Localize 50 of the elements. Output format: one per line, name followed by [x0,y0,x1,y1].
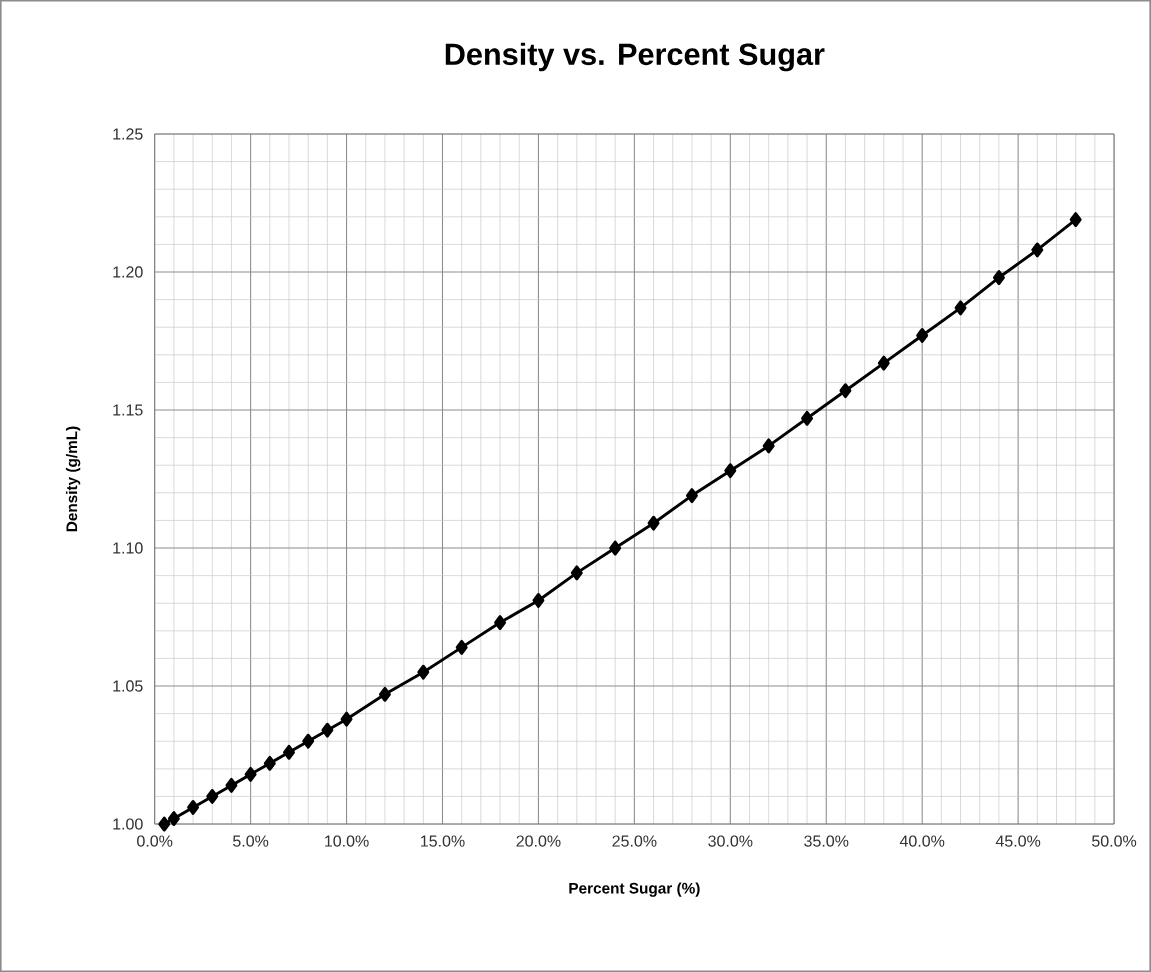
y-tick-label: 1.00 [113,818,143,830]
point [916,328,929,343]
point [187,800,200,815]
point [877,355,890,371]
chart-title: Density vs. Percent Sugar [445,42,825,72]
point [417,664,430,680]
point [724,463,737,479]
y-tick-label: 1.05 [113,680,143,692]
point [494,615,507,631]
point [378,686,391,702]
point [762,438,775,454]
point [206,788,219,804]
point [647,515,660,531]
point [954,300,967,316]
point [263,755,276,771]
x-tick-label: 30.0% [708,835,753,847]
x-tick-label: 45.0% [995,835,1041,847]
point [532,592,545,608]
x-tick-label: 5.0% [233,835,269,847]
point [244,766,257,782]
point [158,816,171,832]
y-axis-title: Density (g/mL) [65,426,81,532]
point [1069,212,1082,228]
point [570,565,583,581]
point [283,744,295,760]
point [225,777,238,793]
point [609,540,622,556]
point [801,410,814,426]
y-tick-label: 1.10 [113,542,143,554]
point [455,639,468,655]
point [167,811,180,826]
x-tick-label: 40.0% [899,835,945,847]
x-axis-title: Percent Sugar (%) [569,882,700,897]
x-tick-label: 25.0% [612,835,657,847]
x-tick-label: 35.0% [804,835,849,847]
x-tick-label: 15.0% [421,835,465,847]
point [340,711,353,727]
y-tick-label: 1.20 [113,266,143,278]
point [992,270,1005,285]
y-tick-label: 1.25 [113,128,143,140]
x-tick-label: 0.0% [137,835,173,847]
x-tick-label: 50.0% [1092,835,1137,847]
point [839,383,852,399]
point [1031,242,1044,258]
y-tick-label: 1.15 [113,404,143,416]
point [321,722,334,738]
point [302,733,315,749]
x-tick-label: 20.0% [516,835,561,847]
point [685,488,698,504]
x-tick-label: 10.0% [325,835,369,847]
